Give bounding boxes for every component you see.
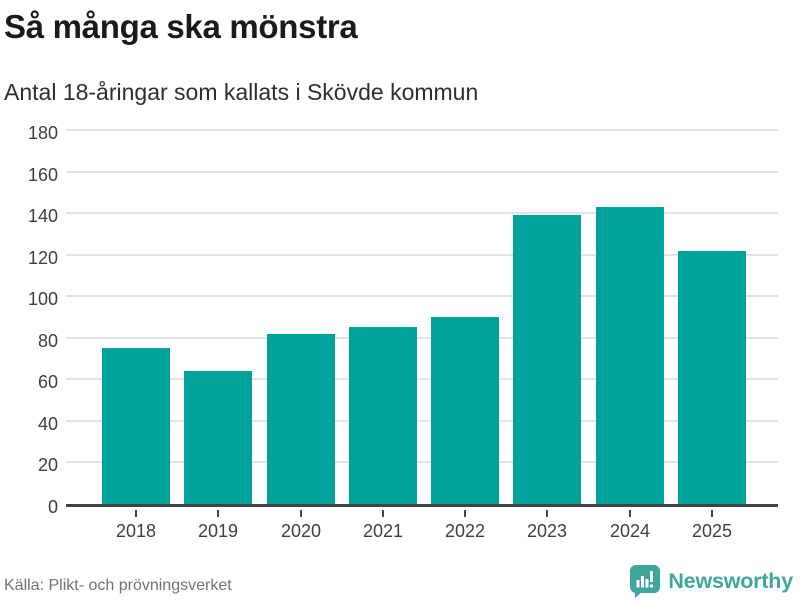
gridline-20	[66, 461, 778, 464]
bar-2022	[431, 317, 499, 504]
y-tick-label-0: 0	[47, 497, 58, 517]
y-tick-label-20: 20	[37, 455, 58, 476]
bar-2023	[513, 215, 581, 504]
gridline-140	[66, 212, 778, 215]
x-tick-label-2018: 2018	[115, 521, 157, 541]
x-tick-label-2020: 2020	[280, 521, 322, 541]
y-tick-label-100: 100	[27, 289, 58, 310]
x-tick-2021	[382, 510, 384, 517]
y-tick-label-180: 180	[27, 123, 58, 143]
bar-2024	[596, 207, 664, 504]
y-tick-label-80: 80	[37, 330, 58, 351]
x-tick-2019	[217, 510, 219, 517]
y-axis: 0 20 40 60 80 100 120 140 160 180	[0, 123, 58, 517]
x-tick-label-2022: 2022	[444, 521, 486, 541]
gridline-80	[66, 336, 778, 339]
bar-2025	[678, 251, 746, 504]
x-tick-label-2023: 2023	[526, 521, 568, 541]
y-tick-label-60: 60	[37, 372, 58, 393]
x-tick-2018	[135, 510, 137, 517]
bar-2021	[349, 327, 417, 504]
newsworthy-speech-bubble-chart-icon	[630, 564, 661, 598]
y-tick-label-140: 140	[27, 206, 58, 227]
x-tick-2025	[711, 510, 713, 517]
x-tick-2020	[300, 510, 302, 517]
bar-2018	[102, 348, 170, 504]
chart-title: Så många ska mönstra	[4, 8, 358, 45]
x-tick-label-2019: 2019	[197, 521, 239, 541]
x-tick-2022	[464, 510, 466, 517]
y-tick-label-160: 160	[27, 164, 58, 185]
newsworthy-logo: Newsworthy	[630, 564, 793, 598]
gridline-100	[66, 295, 778, 298]
newsworthy-wordmark: Newsworthy	[668, 568, 793, 593]
gridline-160	[66, 170, 778, 173]
source-note: Källa: Plikt- och prövningsverket	[4, 577, 232, 594]
bar-2019	[184, 371, 252, 504]
y-tick-label-120: 120	[27, 247, 58, 268]
bar-2020	[267, 334, 335, 504]
x-tick-2024	[629, 510, 631, 517]
x-tick-label-2024: 2024	[609, 521, 651, 541]
gridline-180	[66, 129, 778, 131]
gridline-40	[66, 419, 778, 422]
chart-subtitle: Antal 18-åringar som kallats i Skövde ko…	[4, 79, 479, 105]
gridline-60	[66, 378, 778, 381]
plot-area	[66, 129, 778, 507]
x-tick-label-2025: 2025	[691, 521, 733, 541]
x-tick-label-2021: 2021	[362, 521, 404, 541]
gridline-120	[66, 253, 778, 256]
x-tick-2023	[546, 510, 548, 517]
x-axis: 2018 2019 2020 2021 2022 2023 2024 2025	[66, 510, 778, 556]
y-tick-label-40: 40	[37, 413, 58, 434]
